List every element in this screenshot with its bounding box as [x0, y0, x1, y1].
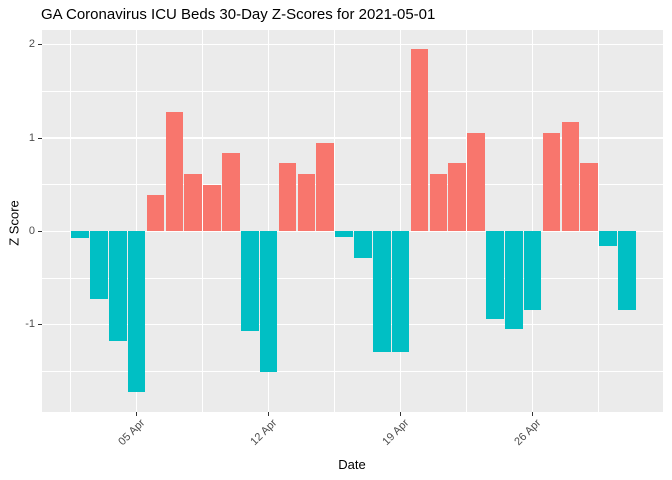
bar-2021-04-25 [505, 231, 523, 330]
grid-minor-h [42, 91, 663, 92]
x-tick-label: 19 Apr [380, 417, 412, 448]
y-tick-mark [37, 137, 42, 139]
y-tick-label: -1 [25, 318, 35, 331]
bar-2021-04-21 [429, 173, 448, 232]
grid-minor-v [70, 30, 72, 412]
grid-major-v [531, 30, 534, 412]
grid-minor-h [42, 370, 663, 372]
y-axis-title: Z Score [6, 200, 22, 246]
x-axis-title: Date [338, 457, 366, 472]
bar-2021-04-16 [335, 231, 353, 237]
x-tick-mark [136, 412, 138, 416]
bar-2021-04-23 [467, 132, 485, 232]
grid-minor-v [334, 30, 336, 412]
bar-2021-04-06 [146, 195, 165, 232]
grid-major-h [42, 137, 663, 139]
bar-2021-04-10 [222, 153, 240, 232]
grid-minor-v [466, 30, 468, 412]
y-tick-mark [37, 230, 42, 232]
bar-2021-04-28 [561, 122, 580, 232]
bar-2021-04-24 [486, 231, 504, 320]
grid-minor-v [598, 30, 600, 412]
bar-2021-04-19 [391, 231, 410, 352]
y-tick-label: 0 [28, 224, 35, 237]
bar-2021-04-30 [599, 231, 617, 247]
chart-title: GA Coronavirus ICU Beds 30-Day Z-Scores … [41, 6, 436, 23]
bar-2021-05-01 [618, 231, 636, 310]
grid-minor-v [202, 30, 204, 412]
bar-2021-04-05 [127, 231, 146, 392]
bar-2021-04-03 [90, 231, 108, 300]
grid-major-h [42, 324, 663, 326]
bar-2021-04-13 [278, 163, 297, 232]
bar-2021-04-29 [580, 163, 598, 232]
bar-2021-04-27 [542, 132, 561, 232]
y-tick-label: 1 [28, 131, 35, 144]
y-tick-mark [37, 44, 42, 46]
bar-2021-04-26 [523, 231, 542, 310]
bar-2021-04-20 [410, 48, 429, 232]
y-tick-mark [37, 324, 42, 326]
bar-2021-04-12 [259, 231, 278, 373]
bar-2021-04-07 [165, 111, 184, 232]
bar-2021-04-15 [316, 142, 334, 232]
grid-minor-h [42, 184, 663, 186]
x-tick-mark [532, 412, 534, 416]
bar-2021-04-02 [71, 231, 89, 238]
x-tick-label: 05 Apr [116, 417, 148, 448]
bar-2021-04-08 [184, 173, 202, 232]
bar-2021-04-04 [109, 231, 127, 342]
x-tick-mark [400, 412, 402, 416]
y-tick-label: 2 [28, 38, 35, 51]
grid-major-v [399, 30, 402, 412]
grid-major-v [135, 30, 138, 412]
x-tick-label: 26 Apr [512, 417, 544, 448]
x-tick-label: 12 Apr [248, 417, 280, 448]
bar-2021-04-09 [203, 184, 221, 232]
bar-2021-04-11 [241, 231, 259, 332]
grid-major-h [42, 230, 663, 233]
bar-2021-04-18 [373, 231, 391, 352]
bar-2021-04-14 [297, 173, 316, 232]
bar-2021-04-22 [448, 163, 466, 232]
grid-minor-h [42, 277, 663, 279]
grid-major-v [267, 30, 270, 412]
x-tick-mark [268, 412, 270, 416]
bar-2021-04-17 [354, 231, 372, 259]
grid-major-h [42, 44, 663, 46]
